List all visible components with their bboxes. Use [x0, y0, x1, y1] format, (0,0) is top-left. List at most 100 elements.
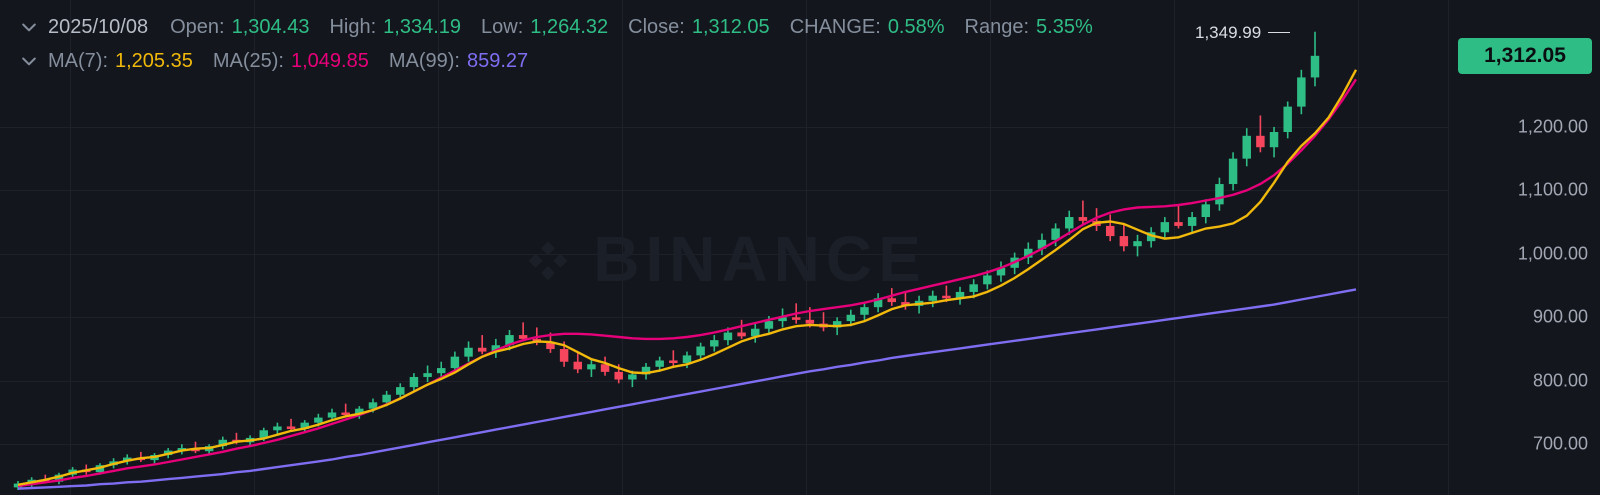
candle-body — [791, 317, 801, 320]
grid-vline — [1358, 0, 1359, 495]
candle-body — [1133, 241, 1142, 247]
grid-hline — [0, 126, 1448, 128]
price-axis-tick: 1,200.00 — [1517, 116, 1588, 137]
candle-body — [518, 335, 528, 339]
candle-body — [273, 426, 282, 431]
price-axis-tick: 1,100.00 — [1517, 179, 1588, 200]
high-price-value: 1,349.99 — [1195, 22, 1262, 42]
candle-body — [942, 295, 951, 299]
candle-body — [1215, 184, 1224, 205]
legend-date: 2025/10/08 — [48, 15, 149, 38]
high-price-annotation: 1,349.99 — [1195, 22, 1291, 43]
candle-body — [1174, 222, 1183, 226]
candle-body — [1024, 248, 1033, 258]
candle-body — [996, 267, 1006, 276]
candle-body — [477, 347, 487, 352]
candle-body — [846, 314, 856, 322]
legend-open-label: Open: — [170, 15, 225, 38]
candle-body — [573, 361, 582, 370]
legend-low-value: 1,264.32 — [530, 15, 609, 38]
grid-vline — [438, 0, 439, 495]
candle-body — [587, 364, 596, 370]
price-axis-tick: 1,000.00 — [1517, 243, 1588, 264]
candle-body — [1105, 225, 1115, 237]
candle-body — [505, 335, 514, 346]
grid-hline — [0, 190, 1448, 192]
candle-body — [655, 360, 664, 367]
candle-body — [450, 356, 460, 369]
candle-body — [682, 355, 692, 363]
high-price-leader-line — [1268, 32, 1291, 34]
legend-range-label: Range: — [964, 15, 1030, 38]
candle-body — [1051, 228, 1060, 240]
grid-vline — [990, 0, 991, 495]
candle-body — [1228, 158, 1238, 185]
candle-body — [928, 295, 937, 301]
candle-body — [1310, 55, 1320, 78]
candle-body — [259, 430, 268, 438]
candle-body — [723, 332, 733, 341]
candle-body — [464, 347, 473, 357]
candle-body — [559, 349, 569, 362]
grid-vline — [806, 0, 807, 495]
candle-body — [983, 275, 992, 285]
candle-body — [409, 376, 419, 388]
candle-body — [382, 394, 391, 403]
legend-range-value: 5.35% — [1036, 15, 1093, 38]
binance-logo-icon — [521, 232, 575, 286]
legend-ma99-label: MA(99): — [388, 49, 460, 72]
candle-body — [1201, 204, 1211, 218]
candle-body — [314, 417, 323, 423]
ma7-line — [17, 69, 1358, 486]
candle-body — [436, 368, 446, 374]
legend-close-label: Close: — [628, 15, 685, 38]
candle-body — [696, 346, 705, 356]
candle-body — [1037, 239, 1047, 249]
legend-change-label: CHANGE: — [789, 15, 881, 38]
candle-body — [1187, 217, 1197, 226]
candle-body — [641, 366, 651, 375]
price-axis-tick: 700.00 — [1532, 433, 1588, 454]
grid-hline — [0, 380, 1448, 382]
candle-body — [737, 332, 746, 337]
grid-vline — [1174, 0, 1175, 495]
candle-body — [1146, 232, 1156, 242]
price-axis-tick: 900.00 — [1532, 306, 1588, 327]
candle-body — [1242, 135, 1251, 159]
price-axis[interactable]: 1,312.05 1,200.00 1,100.00 1,000.00 900.00 8… — [1448, 0, 1600, 495]
last-price-badge[interactable]: 1,312.05 — [1458, 37, 1592, 74]
candle-body — [614, 371, 623, 380]
legend-ma25-value: 1,049.85 — [290, 49, 369, 72]
legend-ma7-value: 1,205.35 — [115, 49, 193, 72]
candle-body — [286, 426, 296, 429]
candle-body — [1065, 217, 1074, 229]
grid-hline — [0, 253, 1448, 255]
grid-layer — [0, 0, 1448, 495]
candle-body — [54, 474, 64, 482]
candle-body — [832, 321, 842, 328]
chart-plot-area[interactable]: BINANCE 1,349.99 2025/10/08 Open: 1,304.… — [0, 0, 1448, 495]
candle-body — [396, 387, 405, 395]
candle-series — [13, 31, 1320, 490]
grid-hline — [0, 444, 1448, 446]
legend-ma7-label: MA(7): — [48, 49, 108, 72]
candle-body — [778, 317, 787, 322]
grid-vline — [254, 0, 255, 495]
candle-body — [955, 291, 965, 299]
chevron-down-icon-ma[interactable] — [18, 50, 40, 72]
legend-ohlc-row: 2025/10/08 Open: 1,304.43 High: 1,334.19… — [18, 10, 1113, 44]
candle-body — [341, 412, 350, 416]
candle-body — [546, 342, 555, 350]
legend-low-label: Low: — [481, 15, 524, 38]
candle-body — [218, 439, 228, 447]
chevron-down-icon[interactable] — [18, 16, 40, 38]
candle-body — [122, 457, 132, 462]
candle-body — [327, 412, 337, 418]
legend-change-value: 0.58% — [887, 15, 945, 38]
grid-vline — [622, 0, 623, 495]
legend-high-label: High: — [329, 15, 377, 38]
ma25-line — [17, 78, 1358, 488]
legend-ma-row: MA(7): 1,205.35 MA(25): 1,049.85 MA(99):… — [18, 44, 1113, 78]
candle-body — [873, 298, 883, 308]
